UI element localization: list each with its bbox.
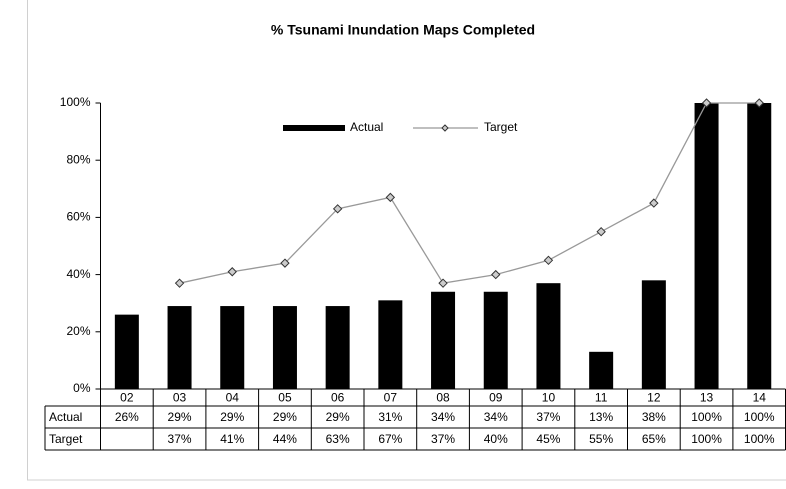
bar <box>589 351 614 389</box>
table-value: 29% <box>168 410 192 424</box>
target-marker <box>649 198 659 208</box>
x-tick-label: 03 <box>173 391 187 405</box>
table-value: 100% <box>744 432 775 446</box>
table-row-label: Target <box>49 432 83 446</box>
x-tick-label: 06 <box>331 391 345 405</box>
bar <box>114 314 139 389</box>
target-marker <box>385 192 396 203</box>
bar <box>378 300 403 389</box>
target-marker <box>596 226 606 237</box>
bar <box>220 306 245 389</box>
x-tick-label: 05 <box>278 391 292 405</box>
table-value: 29% <box>220 410 244 424</box>
legend-swatch <box>283 125 345 131</box>
legend-label: Target <box>484 120 518 134</box>
x-tick-label: 10 <box>542 391 556 405</box>
bar <box>272 306 297 389</box>
y-tick-label: 0% <box>73 381 91 395</box>
legend-label: Actual <box>350 120 383 134</box>
table-value: 45% <box>536 432 560 446</box>
table-value: 44% <box>273 432 297 446</box>
target-marker <box>227 267 237 277</box>
target-marker <box>438 278 448 288</box>
x-tick-label: 08 <box>436 391 450 405</box>
target-marker <box>701 98 712 108</box>
table-value: 38% <box>642 410 666 424</box>
x-tick-label: 07 <box>384 391 398 405</box>
chart-border <box>27 0 786 481</box>
target-marker <box>754 98 764 108</box>
table-value: 29% <box>273 410 297 424</box>
bar <box>483 291 508 389</box>
target-marker <box>280 258 290 268</box>
x-tick-label: 02 <box>120 391 134 405</box>
table-value: 34% <box>431 410 455 424</box>
y-tick-label: 40% <box>66 267 90 281</box>
legend-marker <box>441 124 449 132</box>
y-tick-label: 80% <box>66 152 90 166</box>
bar <box>325 306 350 389</box>
x-tick-label: 13 <box>700 391 714 405</box>
x-tick-label: 11 <box>595 391 608 405</box>
bar <box>431 291 456 389</box>
x-tick-label: 09 <box>489 391 503 405</box>
x-tick-label: 04 <box>226 391 240 405</box>
table-value: 63% <box>326 432 350 446</box>
table-value: 40% <box>484 432 508 446</box>
bar <box>747 103 772 389</box>
table-value: 65% <box>642 432 666 446</box>
y-tick-label: 20% <box>66 324 90 338</box>
y-tick-label: 100% <box>60 95 91 109</box>
bar <box>536 283 561 389</box>
target-marker <box>543 255 554 266</box>
table-value: 26% <box>115 410 139 424</box>
table-value: 37% <box>431 432 455 446</box>
table-value: 100% <box>744 410 775 424</box>
table-value: 37% <box>168 432 192 446</box>
x-tick-label: 12 <box>647 391 661 405</box>
table-value: 29% <box>326 410 350 424</box>
bar <box>641 280 666 389</box>
target-marker <box>174 278 185 288</box>
table-value: 31% <box>378 410 402 424</box>
target-marker <box>332 204 343 214</box>
table-value: 55% <box>589 432 613 446</box>
table-row-label: Actual <box>49 410 82 424</box>
table-value: 100% <box>691 432 722 446</box>
bar <box>167 306 192 389</box>
table-value: 67% <box>378 432 402 446</box>
table-value: 41% <box>220 432 244 446</box>
bar <box>694 103 719 389</box>
table-value: 100% <box>691 410 722 424</box>
target-line <box>179 102 760 284</box>
table-value: 37% <box>536 410 560 424</box>
chart-title: % Tsunami Inundation Maps Completed <box>271 22 535 38</box>
target-marker <box>491 269 501 280</box>
table-value: 13% <box>589 410 613 424</box>
x-tick-label: 14 <box>753 391 767 405</box>
y-tick-label: 60% <box>66 210 90 224</box>
table-value: 34% <box>484 410 508 424</box>
